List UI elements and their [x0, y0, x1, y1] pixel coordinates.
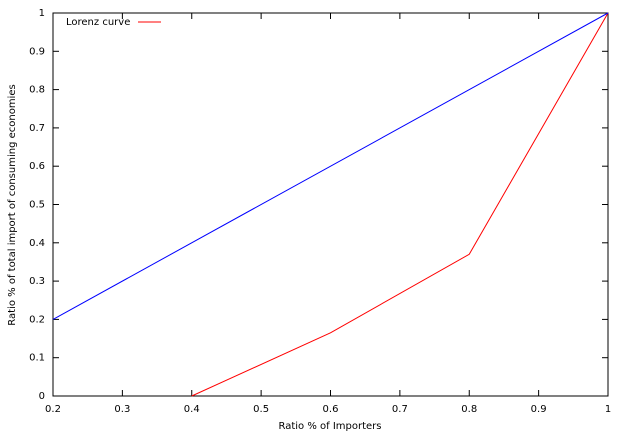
y-axis-label: Ratio % of total import of consuming eco…: [7, 84, 18, 325]
x-tick-label: 0.2: [45, 404, 61, 415]
y-tick-label: 0.6: [29, 161, 45, 172]
legend-label: Lorenz curve: [66, 17, 130, 28]
y-tick-label: 0.9: [29, 46, 45, 57]
x-tick-label: 0.9: [531, 404, 547, 415]
series-line: [191, 12, 609, 397]
y-tick-label: 0.3: [29, 276, 45, 287]
y-tick-label: 0: [39, 391, 45, 402]
x-axis-label: Ratio % of Importers: [278, 421, 381, 432]
x-tick-label: 0.8: [461, 404, 477, 415]
x-tick-label: 1: [605, 404, 611, 415]
x-tick-label: 0.5: [253, 404, 269, 415]
x-tick-label: 0.6: [323, 404, 339, 415]
y-tick-label: 0.4: [29, 238, 45, 249]
y-tick-label: 0.8: [29, 85, 45, 96]
y-tick-label: 0.1: [29, 353, 45, 364]
x-tick-label: 0.3: [114, 404, 130, 415]
y-tick-label: 0.2: [29, 314, 45, 325]
y-tick-label: 0.7: [29, 123, 45, 134]
series-line: [52, 12, 609, 320]
x-tick-label: 0.7: [392, 404, 408, 415]
y-tick-label: 0.5: [29, 200, 45, 211]
x-tick-label: 0.4: [184, 404, 200, 415]
y-tick-label: 1: [39, 8, 45, 19]
